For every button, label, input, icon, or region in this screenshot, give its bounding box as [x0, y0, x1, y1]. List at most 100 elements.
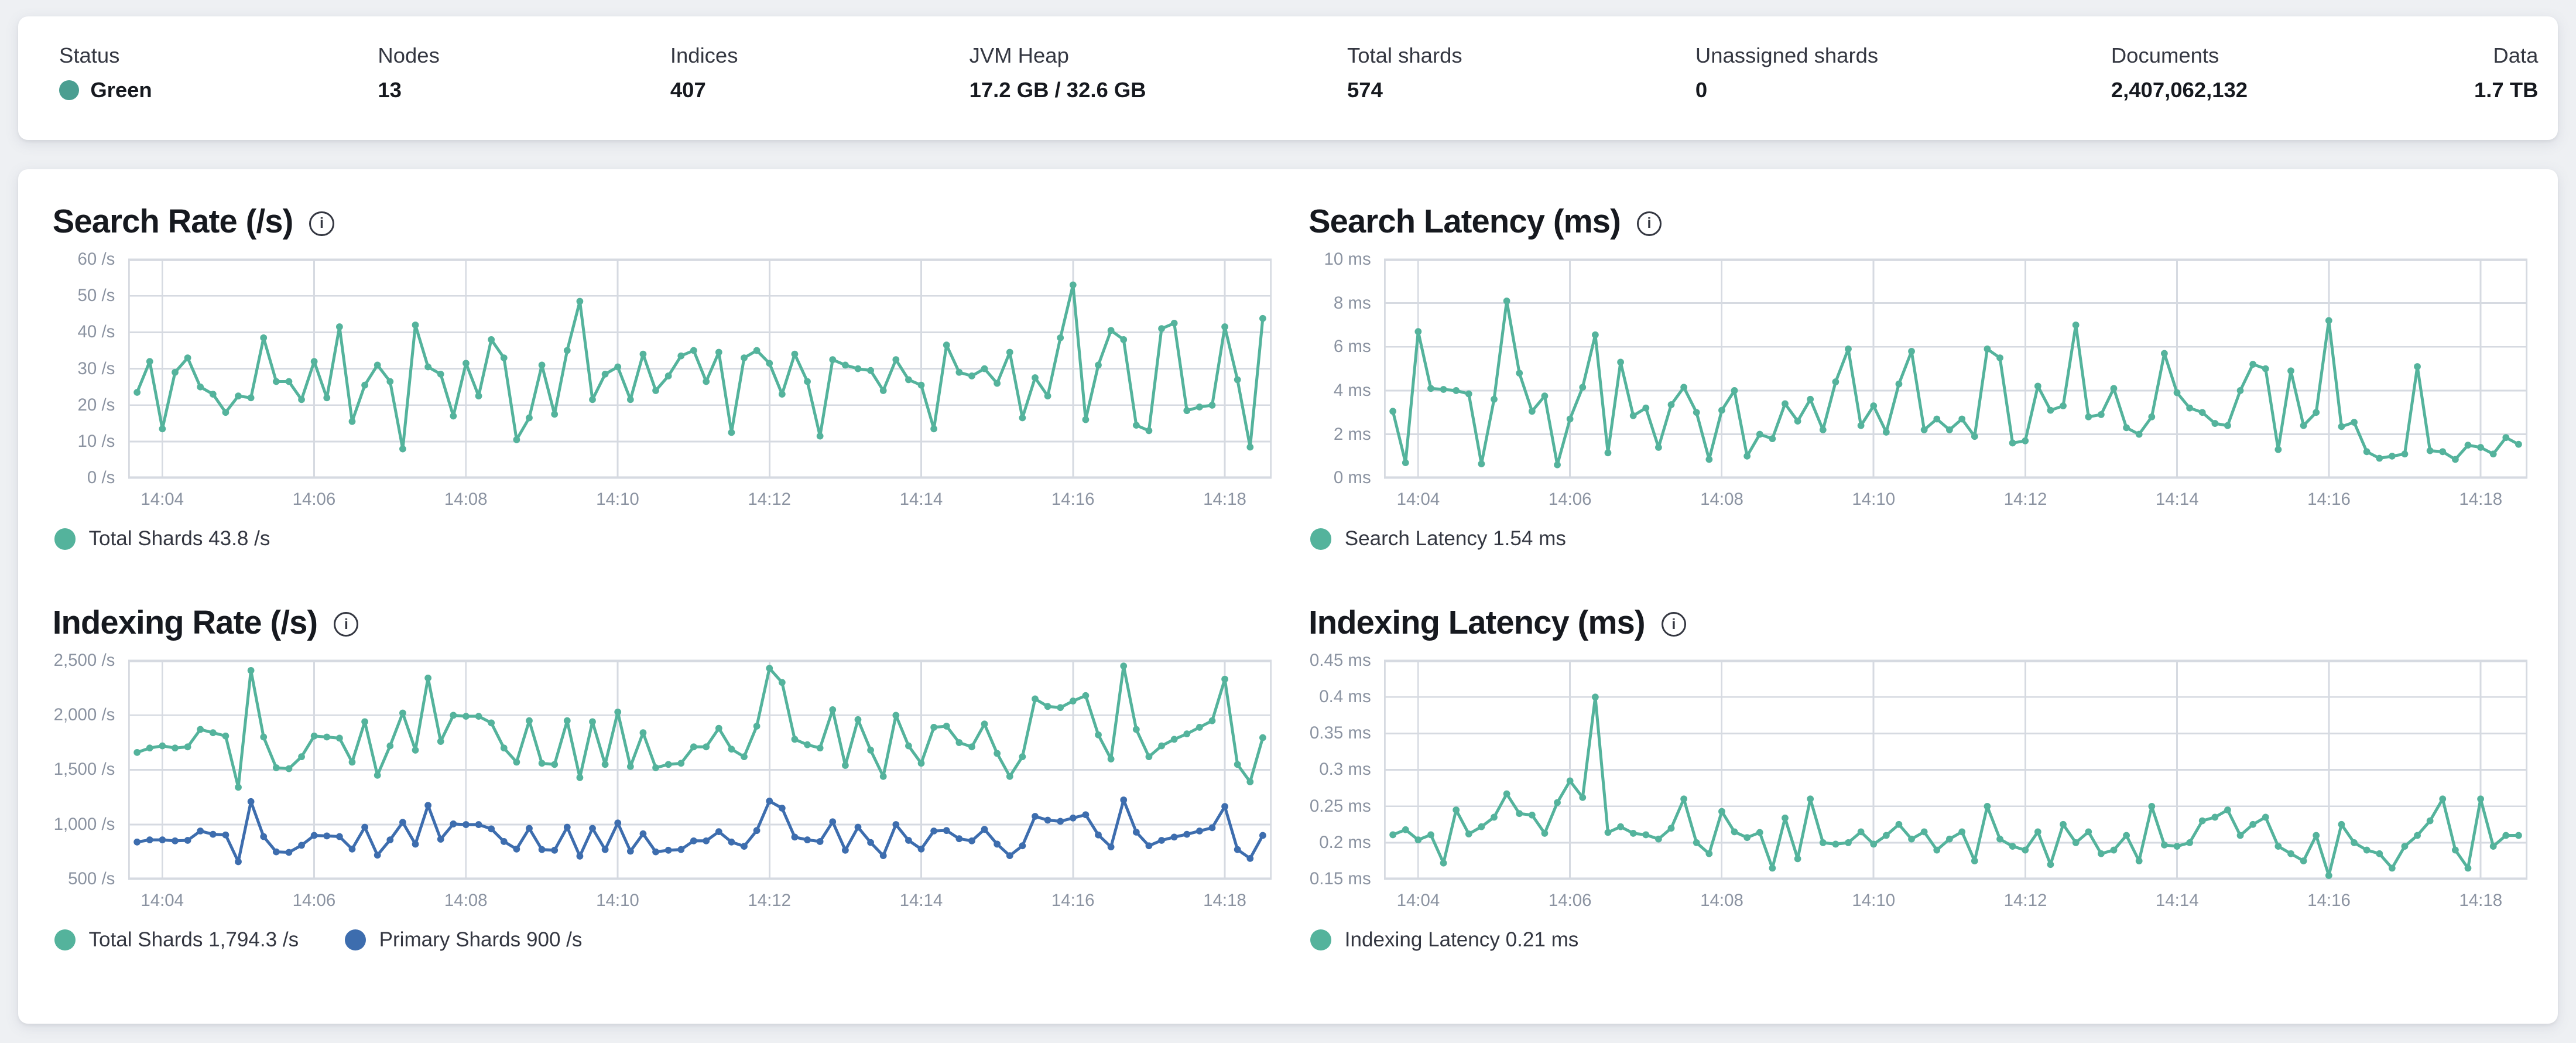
stat-value: 574: [1347, 77, 1383, 102]
search-rate-title: Search Rate (/s): [52, 203, 293, 240]
indexing-latency-chart: Indexing Latency (ms) i 0.45 ms 0.4 ms 0.35 …: [1308, 601, 2529, 953]
y-axis-tick-label: 0 ms: [1333, 468, 1371, 488]
info-icon[interactable]: i: [1661, 612, 1686, 637]
x-axis-tick-label: 14:18: [1203, 890, 1246, 910]
x-axis-tick-label: 14:04: [141, 490, 184, 509]
legend-series-dot: [54, 528, 76, 550]
search-latency-series-search-latency: [1391, 299, 2520, 467]
x-axis-tick-label: 14:12: [748, 890, 792, 910]
info-icon[interactable]: i: [334, 612, 359, 637]
stat-value: 1.7 TB: [2474, 77, 2539, 102]
indexing-latency-title-row: Indexing Latency (ms) i: [1308, 601, 2529, 644]
y-axis-tick-label: 0.4 ms: [1319, 686, 1371, 706]
y-axis-tick-label: 0.25 ms: [1309, 796, 1371, 816]
stat-indices: Indices 407: [670, 43, 738, 104]
legend-label: Indexing Latency 0.21 ms: [1344, 928, 1579, 951]
search-rate-series-total-shards: [135, 283, 1265, 451]
x-axis-tick-label: 14:16: [1051, 890, 1095, 910]
stat-total-shards: Total shards 574: [1347, 43, 1462, 104]
stat-label: Status: [59, 43, 120, 67]
stat-label: Unassigned shards: [1695, 43, 1879, 67]
info-icon[interactable]: i: [1636, 211, 1662, 236]
x-axis-tick-label: 14:14: [2155, 890, 2199, 910]
indexing-rate-plot[interactable]: [128, 659, 1272, 880]
stat-value: 13: [378, 77, 402, 102]
y-axis-tick-label: 20 /s: [77, 395, 115, 415]
stat-label: JVM Heap: [969, 43, 1069, 67]
charts-grid: Search Rate (/s) i 60 /s 50 /s 40 /s 30 /s 20 …: [53, 200, 2529, 953]
search-rate-plot-area: 60 /s 50 /s 40 /s 30 /s 20 /s 10 /s 0 /s 14:04 1…: [53, 249, 1273, 519]
legend-label: Total Shards 43.8 /s: [88, 526, 270, 550]
x-axis-tick-label: 14:12: [2003, 890, 2047, 910]
stat-label: Indices: [670, 43, 738, 67]
y-axis-tick-label: 0.2 ms: [1319, 832, 1371, 852]
y-axis-tick-label: 60 /s: [77, 249, 115, 269]
y-axis-tick-label: 0.45 ms: [1309, 650, 1371, 670]
stat-value: 17.2 GB / 32.6 GB: [969, 77, 1146, 102]
x-axis-tick-label: 14:08: [1700, 490, 1743, 509]
info-icon[interactable]: i: [309, 211, 334, 236]
x-axis-tick-label: 14:06: [292, 890, 336, 910]
legend-series-dot: [1310, 929, 1332, 951]
legend-label: Total Shards 1,794.3 /s: [88, 928, 299, 951]
search-latency-plot[interactable]: [1384, 258, 2528, 479]
indexing-rate-title: Indexing Rate (/s): [52, 603, 318, 641]
stat-value: 407: [670, 77, 706, 102]
legend-item: Total Shards 43.8 /s: [54, 526, 270, 552]
stat-nodes: Nodes 13: [378, 43, 439, 104]
indexing-rate-legend: Total Shards 1,794.3 /s Primary Shards 90…: [53, 927, 1273, 953]
search-rate-plot[interactable]: [128, 258, 1272, 479]
health-status-dot: [59, 80, 79, 101]
search-rate-title-row: Search Rate (/s) i: [53, 200, 1273, 243]
y-axis-tick-label: 8 ms: [1333, 293, 1371, 313]
stat-jvm-heap: JVM Heap 17.2 GB / 32.6 GB: [970, 43, 1146, 104]
x-axis-tick-label: 14:08: [444, 890, 488, 910]
y-axis-tick-label: 0.15 ms: [1309, 868, 1371, 888]
stat-label: Documents: [2111, 43, 2219, 67]
y-axis-tick-label: 500 /s: [68, 868, 115, 888]
x-axis-tick-label: 14:08: [1700, 890, 1743, 910]
x-axis-tick-label: 14:18: [2459, 890, 2503, 910]
y-axis-tick-label: 10 /s: [77, 432, 115, 452]
indexing-latency-series-indexing-latency: [1391, 695, 2520, 877]
search-latency-chart: Search Latency (ms) i 10 ms 8 ms 6 ms 4 ms 2 m…: [1308, 200, 2529, 552]
legend-series-dot: [1310, 528, 1332, 550]
legend-label: Search Latency 1.54 ms: [1344, 526, 1566, 550]
y-axis-tick-label: 0.3 ms: [1319, 760, 1371, 779]
x-axis-tick-label: 14:12: [748, 490, 792, 509]
indexing-rate-plot-area: 2,500 /s 2,000 /s 1,500 /s 1,000 /s 500 /s 14…: [53, 651, 1273, 920]
indexing-latency-legend: Indexing Latency 0.21 ms: [1308, 927, 2529, 953]
search-rate-legend: Total Shards 43.8 /s: [53, 526, 1273, 552]
x-axis-tick-label: 14:12: [2003, 490, 2047, 509]
stat-label: Data: [2493, 43, 2539, 67]
x-axis-tick-label: 14:18: [1203, 490, 1246, 509]
x-axis-tick-label: 14:10: [596, 490, 639, 509]
x-axis-tick-label: 14:18: [2459, 490, 2503, 509]
stat-data: Data 1.7 TB: [2474, 43, 2538, 104]
x-axis-tick-label: 14:04: [141, 890, 184, 910]
y-axis-tick-label: 2,500 /s: [53, 650, 115, 670]
indexing-rate-series-primary-shards: [135, 798, 1265, 863]
x-axis-tick-label: 14:10: [1852, 490, 1896, 509]
y-axis-tick-label: 50 /s: [77, 286, 115, 306]
stat-label: Nodes: [378, 43, 440, 67]
indexing-latency-plot[interactable]: [1384, 659, 2528, 880]
y-axis-tick-label: 2 ms: [1333, 424, 1371, 444]
y-axis-tick-label: 0 /s: [87, 468, 115, 488]
indexing-latency-title: Indexing Latency (ms): [1308, 603, 1646, 641]
x-axis-tick-label: 14:06: [1548, 890, 1592, 910]
stat-label: Total shards: [1347, 43, 1462, 67]
x-axis-tick-label: 14:10: [1852, 890, 1896, 910]
x-axis-tick-label: 14:06: [1548, 490, 1592, 509]
legend-item: Primary Shards 900 /s: [344, 927, 582, 953]
x-axis-tick-label: 14:14: [2155, 490, 2199, 509]
legend-item: Search Latency 1.54 ms: [1310, 526, 1566, 552]
x-axis-tick-label: 14:04: [1396, 890, 1440, 910]
x-axis-tick-label: 14:16: [1051, 490, 1095, 509]
indexing-latency-plot-area: 0.45 ms 0.4 ms 0.35 ms 0.3 ms 0.25 ms 0.2 ms 0…: [1308, 651, 2529, 920]
stat-unassigned-shards: Unassigned shards 0: [1695, 43, 1878, 104]
metrics-panel: Search Rate (/s) i 60 /s 50 /s 40 /s 30 /s 20 …: [18, 169, 2558, 1024]
y-axis-tick-label: 2,000 /s: [53, 705, 115, 725]
search-latency-legend: Search Latency 1.54 ms: [1308, 526, 2529, 552]
status-text: Green: [90, 77, 152, 102]
